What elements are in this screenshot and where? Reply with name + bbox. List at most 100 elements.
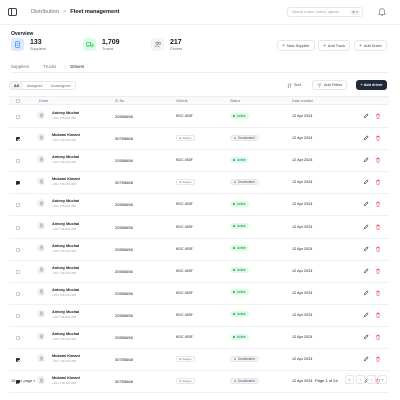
status-badge: Active — [230, 223, 249, 229]
row-checkbox[interactable] — [16, 336, 20, 340]
search-input[interactable]: Search trucks, orders, agents ⌘ K — [287, 7, 363, 17]
status-badge: Active — [230, 267, 249, 274]
trash-icon[interactable] — [375, 201, 381, 208]
row-checkbox[interactable] — [16, 181, 20, 186]
users-icon — [151, 38, 164, 51]
row-checkbox[interactable] — [16, 358, 20, 363]
assign-vehicle-button[interactable]: ⊕ Assign — [176, 377, 195, 384]
table-row[interactable]: Mukami Kimani +254 718 001 866 30755668 ⊕ As… — [9, 172, 389, 195]
row-checkbox[interactable] — [16, 380, 20, 385]
driver-name: Antony Muchai — [52, 155, 80, 160]
trash-icon[interactable] — [375, 290, 381, 296]
edit-icon[interactable] — [363, 356, 369, 362]
edit-icon[interactable] — [363, 201, 369, 207]
bell-icon[interactable] — [378, 7, 386, 16]
trash-icon[interactable] — [375, 246, 381, 252]
stat-label: Trucks — [102, 46, 114, 51]
trash-icon[interactable] — [375, 356, 381, 362]
date-created: 12 Apr 2024 — [292, 202, 313, 207]
edit-icon[interactable] — [363, 268, 369, 274]
edit-icon[interactable] — [363, 246, 369, 252]
breadcrumb-root[interactable]: Distribution — [31, 9, 59, 15]
user-icon — [39, 311, 43, 317]
filter-unassigned[interactable]: Unassigned — [50, 83, 71, 88]
row-checkbox[interactable] — [16, 247, 20, 252]
sort-button[interactable]: Sort — [283, 80, 305, 90]
column-date-created[interactable]: Date created — [292, 99, 313, 103]
driver-name: Mukami Kimani — [52, 354, 80, 359]
table-row[interactable]: Antony Muchai +254 718 001 866 20556656 KDC… — [9, 239, 389, 261]
trash-icon[interactable] — [375, 113, 381, 119]
plus-icon: + — [282, 42, 285, 49]
column-id[interactable]: ID No. — [115, 99, 126, 103]
sidebar-toggle-icon[interactable] — [8, 8, 17, 16]
table-row[interactable]: Mukami Kimani +254 718 001 866 30755668 ⊕ As… — [9, 349, 389, 372]
row-checkbox[interactable] — [16, 269, 20, 274]
trash-icon[interactable] — [375, 224, 381, 230]
driver-phone: +254 718 001 866 — [52, 337, 77, 341]
select-all-checkbox[interactable] — [16, 99, 20, 103]
table-row[interactable]: Mukami Kimani +254 718 001 866 30755668 ⊕ As… — [9, 371, 389, 394]
driver-phone: +254 718 001 866 — [52, 270, 77, 275]
row-checkbox[interactable] — [16, 115, 20, 119]
row-checkbox[interactable] — [16, 313, 20, 318]
trash-icon[interactable] — [375, 179, 381, 185]
last-page-button[interactable]: » — [378, 375, 387, 384]
table-row[interactable]: Antony Muchai +254 718 001 866 20556656 KDC… — [9, 217, 389, 239]
row-checkbox[interactable] — [16, 203, 20, 208]
row-checkbox[interactable] — [16, 225, 20, 230]
user-icon — [39, 223, 43, 228]
table-row[interactable]: Antony Muchai +254 718 001 866 20556656 KDC… — [9, 305, 389, 327]
table-row[interactable]: Antony Muchai +254 718 001 866 20556656 KDC… — [9, 261, 389, 283]
edit-icon[interactable] — [363, 312, 369, 318]
tab-suppliers[interactable]: Suppliers — [11, 64, 30, 69]
assign-vehicle-button[interactable]: ⊕ Assign — [176, 355, 195, 362]
trash-icon[interactable] — [375, 312, 381, 318]
table-row[interactable]: Antony Muchai +254 718 001 866 20556656 KDC… — [9, 150, 389, 173]
next-page-button[interactable]: › — [367, 375, 376, 384]
date-created: 12 Apr 2024 — [292, 180, 313, 185]
overview-title: Overview — [11, 31, 34, 37]
row-checkbox[interactable] — [16, 137, 20, 142]
table-row[interactable]: Antony Muchai +254 718 001 866 20556656 KDC… — [9, 327, 389, 349]
column-vehicle[interactable]: Vehicle — [176, 99, 188, 103]
add-truck-button[interactable]: + Add Truck — [318, 40, 351, 51]
status-dot — [233, 158, 235, 161]
table-row[interactable]: Mukami Kimani +254 718 001 866 30755668 ⊕ As… — [9, 128, 389, 151]
edit-icon[interactable] — [363, 157, 369, 163]
column-driver[interactable]: Driver — [39, 99, 49, 103]
trash-icon[interactable] — [375, 334, 381, 340]
edit-icon[interactable] — [363, 113, 369, 119]
trash-icon[interactable] — [375, 135, 381, 141]
edit-icon[interactable] — [363, 290, 369, 296]
edit-icon[interactable] — [363, 334, 369, 340]
per-page-select[interactable]: 15 per page ▾ — [11, 378, 36, 383]
filter-all[interactable]: All — [10, 82, 23, 89]
first-page-button[interactable]: « — [345, 375, 354, 384]
new-supplier-button[interactable]: + New Supplier — [277, 40, 315, 51]
table-row[interactable]: Antony Muchai +254 718 001 866 20556656 KDC… — [9, 106, 389, 128]
trash-icon[interactable] — [375, 268, 381, 274]
filter-assigned[interactable]: Assigned — [26, 83, 43, 88]
edit-icon[interactable] — [363, 179, 369, 185]
table-row[interactable]: Antony Muchai +254 718 001 866 20556656 KDC… — [9, 283, 389, 305]
row-checkbox[interactable] — [16, 291, 20, 296]
assign-vehicle-button[interactable]: ⊕ Assign — [176, 178, 195, 185]
assign-vehicle-button[interactable]: ⊕ Assign — [176, 134, 195, 141]
driver-phone: +254 718 001 866 — [52, 116, 77, 120]
prev-page-button[interactable]: ‹ — [356, 375, 365, 384]
tab-trucks[interactable]: Trucks — [43, 64, 57, 69]
status-dot — [233, 269, 235, 272]
edit-icon[interactable] — [363, 135, 369, 141]
driver-id: 30755668 — [115, 180, 133, 186]
column-status[interactable]: Status — [230, 99, 241, 103]
search-placeholder: Search trucks, orders, agents — [292, 10, 339, 14]
double-chevron-right-icon: » — [381, 377, 384, 382]
add-driver-button[interactable]: + Add driver — [356, 80, 387, 90]
add-driver-header-button[interactable]: + Add Driver — [354, 40, 387, 51]
row-checkbox[interactable] — [16, 159, 20, 164]
trash-icon[interactable] — [375, 157, 381, 163]
add-filters-button[interactable]: Add Filters — [312, 80, 348, 90]
edit-icon[interactable] — [363, 224, 369, 230]
table-row[interactable]: Antony Muchai +254 718 001 866 20556656 KDC… — [9, 194, 389, 217]
